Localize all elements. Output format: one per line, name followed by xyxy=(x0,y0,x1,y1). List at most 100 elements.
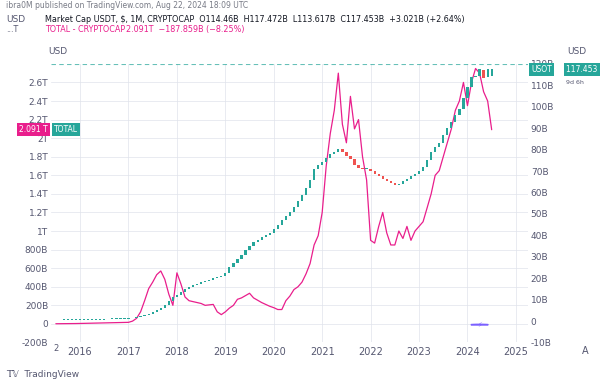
Bar xyxy=(241,255,242,259)
Bar xyxy=(377,174,380,176)
Bar xyxy=(446,128,448,135)
Bar xyxy=(301,195,303,201)
Bar xyxy=(478,69,481,76)
Bar xyxy=(410,176,412,178)
Bar xyxy=(374,171,376,174)
Bar xyxy=(438,143,440,147)
Bar xyxy=(244,250,247,255)
Bar xyxy=(91,319,93,320)
Bar xyxy=(127,318,130,319)
Bar xyxy=(285,216,287,220)
Bar xyxy=(269,233,271,235)
Bar xyxy=(253,242,254,246)
Bar xyxy=(67,319,69,320)
Bar xyxy=(79,319,81,320)
Bar xyxy=(224,273,226,276)
Bar xyxy=(309,180,311,188)
Bar xyxy=(365,168,368,169)
Bar xyxy=(293,207,295,212)
Bar xyxy=(83,319,85,320)
Bar xyxy=(353,159,356,164)
Bar xyxy=(358,164,359,168)
Bar xyxy=(236,259,239,263)
Bar xyxy=(228,267,230,273)
Text: ...T: ...T xyxy=(6,25,18,34)
Bar xyxy=(305,188,307,195)
Bar xyxy=(143,315,146,316)
Bar xyxy=(398,184,400,185)
Text: USD: USD xyxy=(6,15,25,24)
Text: 9d 6h: 9d 6h xyxy=(566,80,584,86)
Bar xyxy=(337,149,340,152)
Bar xyxy=(414,174,416,176)
Bar xyxy=(155,310,158,312)
Bar xyxy=(370,169,372,171)
Bar xyxy=(75,319,77,320)
Bar xyxy=(220,276,223,277)
Bar xyxy=(152,312,154,313)
Bar xyxy=(466,87,469,98)
Bar xyxy=(119,318,122,319)
Bar xyxy=(442,135,445,143)
Text: A: A xyxy=(581,346,589,356)
Bar xyxy=(487,69,489,77)
Bar xyxy=(482,70,485,77)
Bar xyxy=(184,289,186,292)
Bar xyxy=(188,287,190,289)
Text: USD: USD xyxy=(48,47,67,56)
Bar xyxy=(167,301,170,305)
Bar xyxy=(434,147,436,152)
Text: 𝕋𝕍  TradingView: 𝕋𝕍 TradingView xyxy=(6,370,79,379)
Bar xyxy=(200,283,202,284)
Text: ⚡: ⚡ xyxy=(477,322,482,328)
Bar xyxy=(470,77,473,87)
Bar xyxy=(454,115,457,122)
Bar xyxy=(265,235,267,238)
Bar xyxy=(325,158,328,163)
Bar xyxy=(136,317,138,318)
Bar xyxy=(164,305,166,308)
Bar xyxy=(208,280,211,281)
Bar xyxy=(176,295,178,298)
Bar xyxy=(71,319,73,320)
Bar xyxy=(160,308,162,310)
Bar xyxy=(406,178,408,181)
Bar xyxy=(402,181,404,184)
Bar xyxy=(192,284,194,287)
Bar xyxy=(386,178,388,181)
Bar xyxy=(426,160,428,167)
Bar xyxy=(232,263,235,267)
Bar xyxy=(317,164,319,169)
Bar xyxy=(349,156,352,159)
Text: 117.453 B: 117.453 B xyxy=(566,65,600,74)
Bar xyxy=(333,152,335,154)
Bar xyxy=(289,212,291,216)
Bar xyxy=(345,152,347,156)
Bar xyxy=(180,292,182,295)
Bar xyxy=(95,319,97,320)
Bar xyxy=(103,319,106,320)
Bar xyxy=(458,109,461,115)
Text: TOTAL: TOTAL xyxy=(54,125,78,134)
Bar xyxy=(394,183,396,185)
Bar xyxy=(422,167,424,171)
Bar xyxy=(99,319,101,320)
Bar xyxy=(313,169,315,180)
Bar xyxy=(361,168,364,169)
Bar xyxy=(341,149,344,152)
Bar xyxy=(463,98,464,109)
Text: Market Cap USDT, $, 1M, CRYPTOCAP  O114.46B  H117.472B  L113.617B  C117.453B  +3: Market Cap USDT, $, 1M, CRYPTOCAP O114.4… xyxy=(45,15,464,24)
Bar xyxy=(124,318,125,319)
Bar xyxy=(297,201,299,207)
Bar xyxy=(389,181,392,183)
Bar xyxy=(204,281,206,283)
Bar xyxy=(450,122,452,128)
Bar xyxy=(321,163,323,164)
Bar xyxy=(260,238,263,240)
Bar xyxy=(87,319,89,320)
Text: 2.091 T: 2.091 T xyxy=(19,125,48,134)
Bar xyxy=(172,298,174,301)
Bar xyxy=(148,313,150,315)
Bar xyxy=(281,220,283,224)
Bar xyxy=(212,278,214,280)
